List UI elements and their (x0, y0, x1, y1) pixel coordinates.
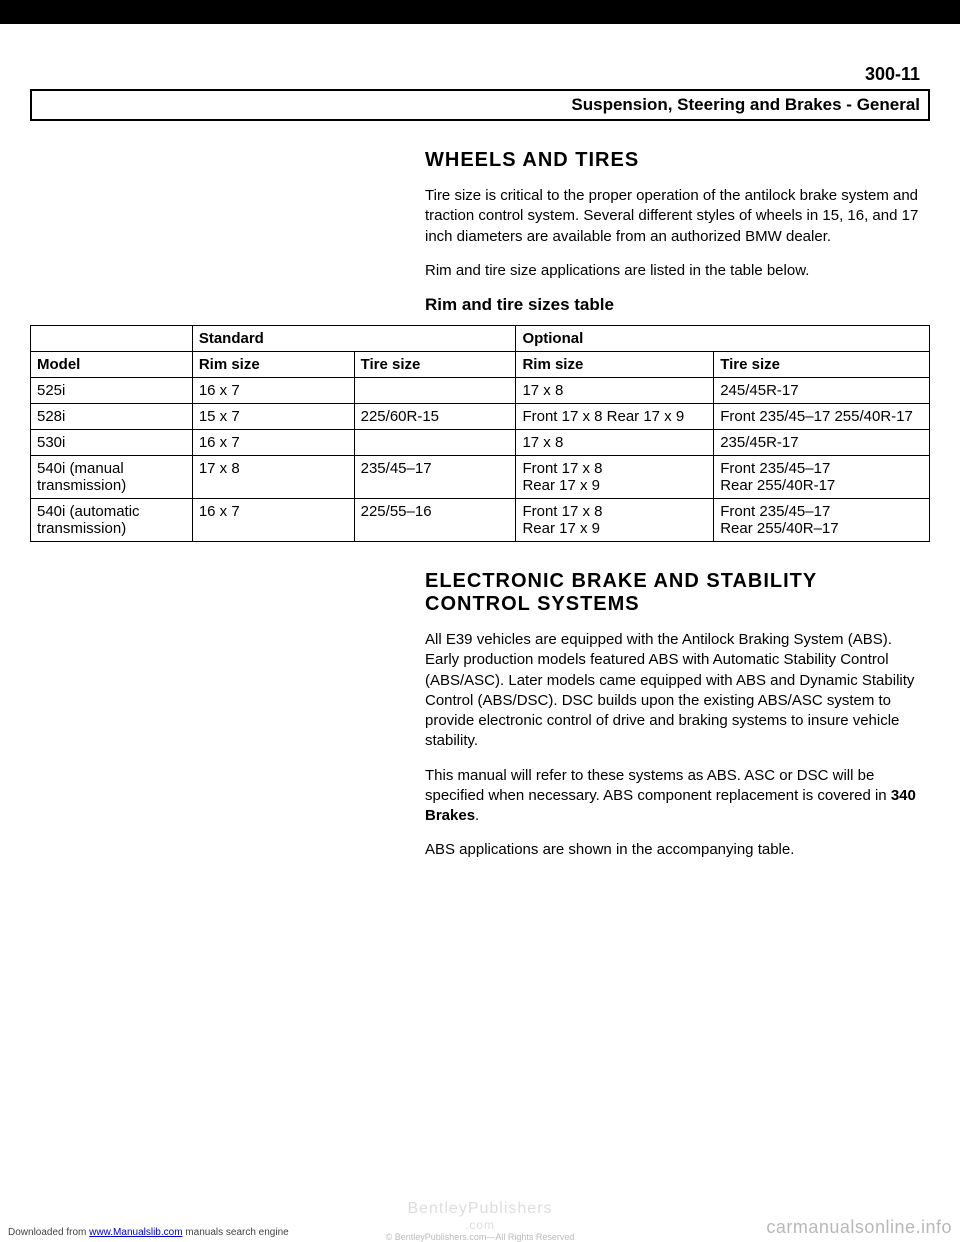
header-optional: Optional (516, 326, 930, 352)
table-header-row-2: Model Rim size Tire size Rim size Tire s… (31, 352, 930, 378)
table-heading: Rim and tire sizes table (425, 295, 920, 315)
table-cell: 16 x 7 (192, 499, 354, 542)
table-cell: 16 x 7 (192, 378, 354, 404)
manualslib-link[interactable]: www.Manualslib.com (89, 1227, 182, 1238)
table-header-row-1: Standard Optional (31, 326, 930, 352)
table-cell: Front 17 x 8 Rear 17 x 9 (516, 456, 714, 499)
table-row: 528i15 x 7225/60R-15Front 17 x 8 Rear 17… (31, 404, 930, 430)
footer-left-pre: Downloaded from (8, 1227, 89, 1238)
header-opt-rim: Rim size (516, 352, 714, 378)
wheels-tires-heading: WHEELS AND TIRES (425, 149, 920, 172)
header-blank (31, 326, 193, 352)
footer-left: Downloaded from www.Manualslib.com manua… (8, 1227, 289, 1238)
table-cell: Front 235/45–17 255/40R-17 (714, 404, 930, 430)
table-cell: Front 17 x 8 Rear 17 x 9 (516, 404, 714, 430)
top-black-bar (0, 0, 960, 24)
table-cell: 530i (31, 430, 193, 456)
table-cell: 17 x 8 (516, 430, 714, 456)
brake-heading: ELECTRONIC BRAKE AND STABILITY CONTROL S… (425, 570, 920, 616)
table-cell: 540i (automatic transmission) (31, 499, 193, 542)
table-cell: 15 x 7 (192, 404, 354, 430)
table-cell: 540i (manual transmission) (31, 456, 193, 499)
brake-para-3: ABS applications are shown in the accomp… (425, 840, 920, 860)
brake-section: ELECTRONIC BRAKE AND STABILITY CONTROL S… (30, 570, 930, 861)
table-cell: 235/45R-17 (714, 430, 930, 456)
table-cell (354, 378, 516, 404)
footer-left-post: manuals search engine (183, 1227, 289, 1238)
table-cell: 17 x 8 (516, 378, 714, 404)
brake-para-2-post: . (475, 807, 479, 824)
table-cell: 16 x 7 (192, 430, 354, 456)
rim-tire-table: Standard Optional Model Rim size Tire si… (30, 325, 930, 542)
table-body: 525i16 x 717 x 8245/45R-17528i15 x 7225/… (31, 378, 930, 542)
wheels-para-1: Tire size is critical to the proper oper… (425, 186, 920, 247)
section-header: Suspension, Steering and Brakes - Genera… (30, 89, 930, 121)
brake-para-2-pre: This manual will refer to these systems … (425, 767, 891, 804)
header-model: Model (31, 352, 193, 378)
table-cell: Front 235/45–17 Rear 255/40R-17 (714, 456, 930, 499)
header-standard: Standard (192, 326, 516, 352)
table-cell: 235/45–17 (354, 456, 516, 499)
table-cell: 525i (31, 378, 193, 404)
table-cell: 245/45R-17 (714, 378, 930, 404)
table-cell: 225/60R-15 (354, 404, 516, 430)
header-std-rim: Rim size (192, 352, 354, 378)
page-number: 300-11 (30, 64, 920, 85)
table-cell: 225/55–16 (354, 499, 516, 542)
table-row: 530i16 x 7 17 x 8235/45R-17 (31, 430, 930, 456)
table-row: 540i (manual transmission)17 x 8235/45–1… (31, 456, 930, 499)
table-cell (354, 430, 516, 456)
header-opt-tire: Tire size (714, 352, 930, 378)
brake-para-2: This manual will refer to these systems … (425, 766, 920, 827)
table-cell: Front 17 x 8 Rear 17 x 9 (516, 499, 714, 542)
table-cell: Front 235/45–17 Rear 255/40R–17 (714, 499, 930, 542)
page-content: 300-11 Suspension, Steering and Brakes -… (0, 24, 960, 861)
wheels-tires-section: WHEELS AND TIRES Tire size is critical t… (30, 149, 930, 315)
table-row: 525i16 x 7 17 x 8245/45R-17 (31, 378, 930, 404)
header-std-tire: Tire size (354, 352, 516, 378)
table-row: 540i (automatic transmission)16 x 7225/5… (31, 499, 930, 542)
table-cell: 528i (31, 404, 193, 430)
table-cell: 17 x 8 (192, 456, 354, 499)
footer-right: carmanualsonline.info (766, 1217, 952, 1238)
brake-para-1: All E39 vehicles are equipped with the A… (425, 630, 920, 752)
wheels-para-2: Rim and tire size applications are liste… (425, 261, 920, 281)
watermark-text: BentleyPublishers (0, 1200, 960, 1218)
